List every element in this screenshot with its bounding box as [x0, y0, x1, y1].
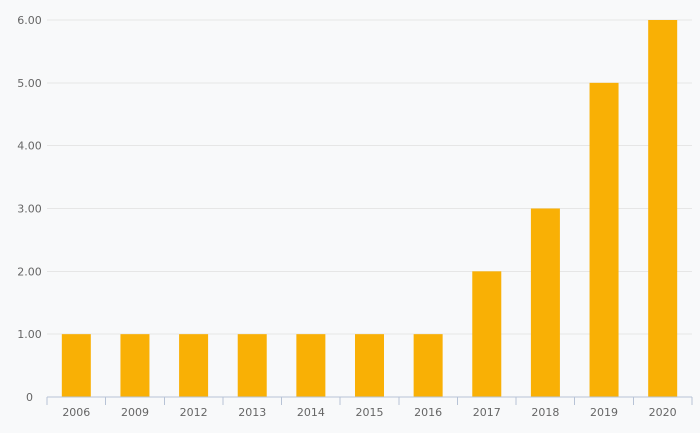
- x-tick-label: 2020: [649, 406, 677, 419]
- y-tick-label: 1.00: [17, 328, 42, 341]
- bar-2012: [179, 334, 209, 397]
- bar-2013: [237, 334, 267, 397]
- bar-2009: [120, 334, 150, 397]
- x-tick-label: 2015: [356, 406, 384, 419]
- x-tick-label: 2006: [62, 406, 90, 419]
- bar-2019: [589, 82, 619, 397]
- y-tick-label: 2.00: [17, 265, 42, 278]
- x-tick-label: 2014: [297, 406, 325, 419]
- x-tick-label: 2019: [590, 406, 618, 419]
- bar-2014: [296, 334, 326, 397]
- x-tick-label: 2009: [121, 406, 149, 419]
- y-tick-label: 3.00: [17, 202, 42, 215]
- y-tick-label: 6.00: [17, 14, 42, 27]
- x-tick-label: 2017: [473, 406, 501, 419]
- y-tick-label: 0: [26, 391, 33, 404]
- bar-2016: [413, 334, 443, 397]
- y-tick-label: 4.00: [17, 140, 42, 153]
- y-tick-label: 5.00: [17, 77, 42, 90]
- x-tick-label: 2018: [531, 406, 559, 419]
- bar-2006: [61, 334, 91, 397]
- bar-2018: [530, 208, 560, 397]
- x-tick-label: 2016: [414, 406, 442, 419]
- bar-2017: [472, 271, 502, 397]
- x-tick-label: 2013: [238, 406, 266, 419]
- bar-2020: [648, 20, 678, 397]
- x-tick-label: 2012: [180, 406, 208, 419]
- bar-2015: [355, 334, 384, 397]
